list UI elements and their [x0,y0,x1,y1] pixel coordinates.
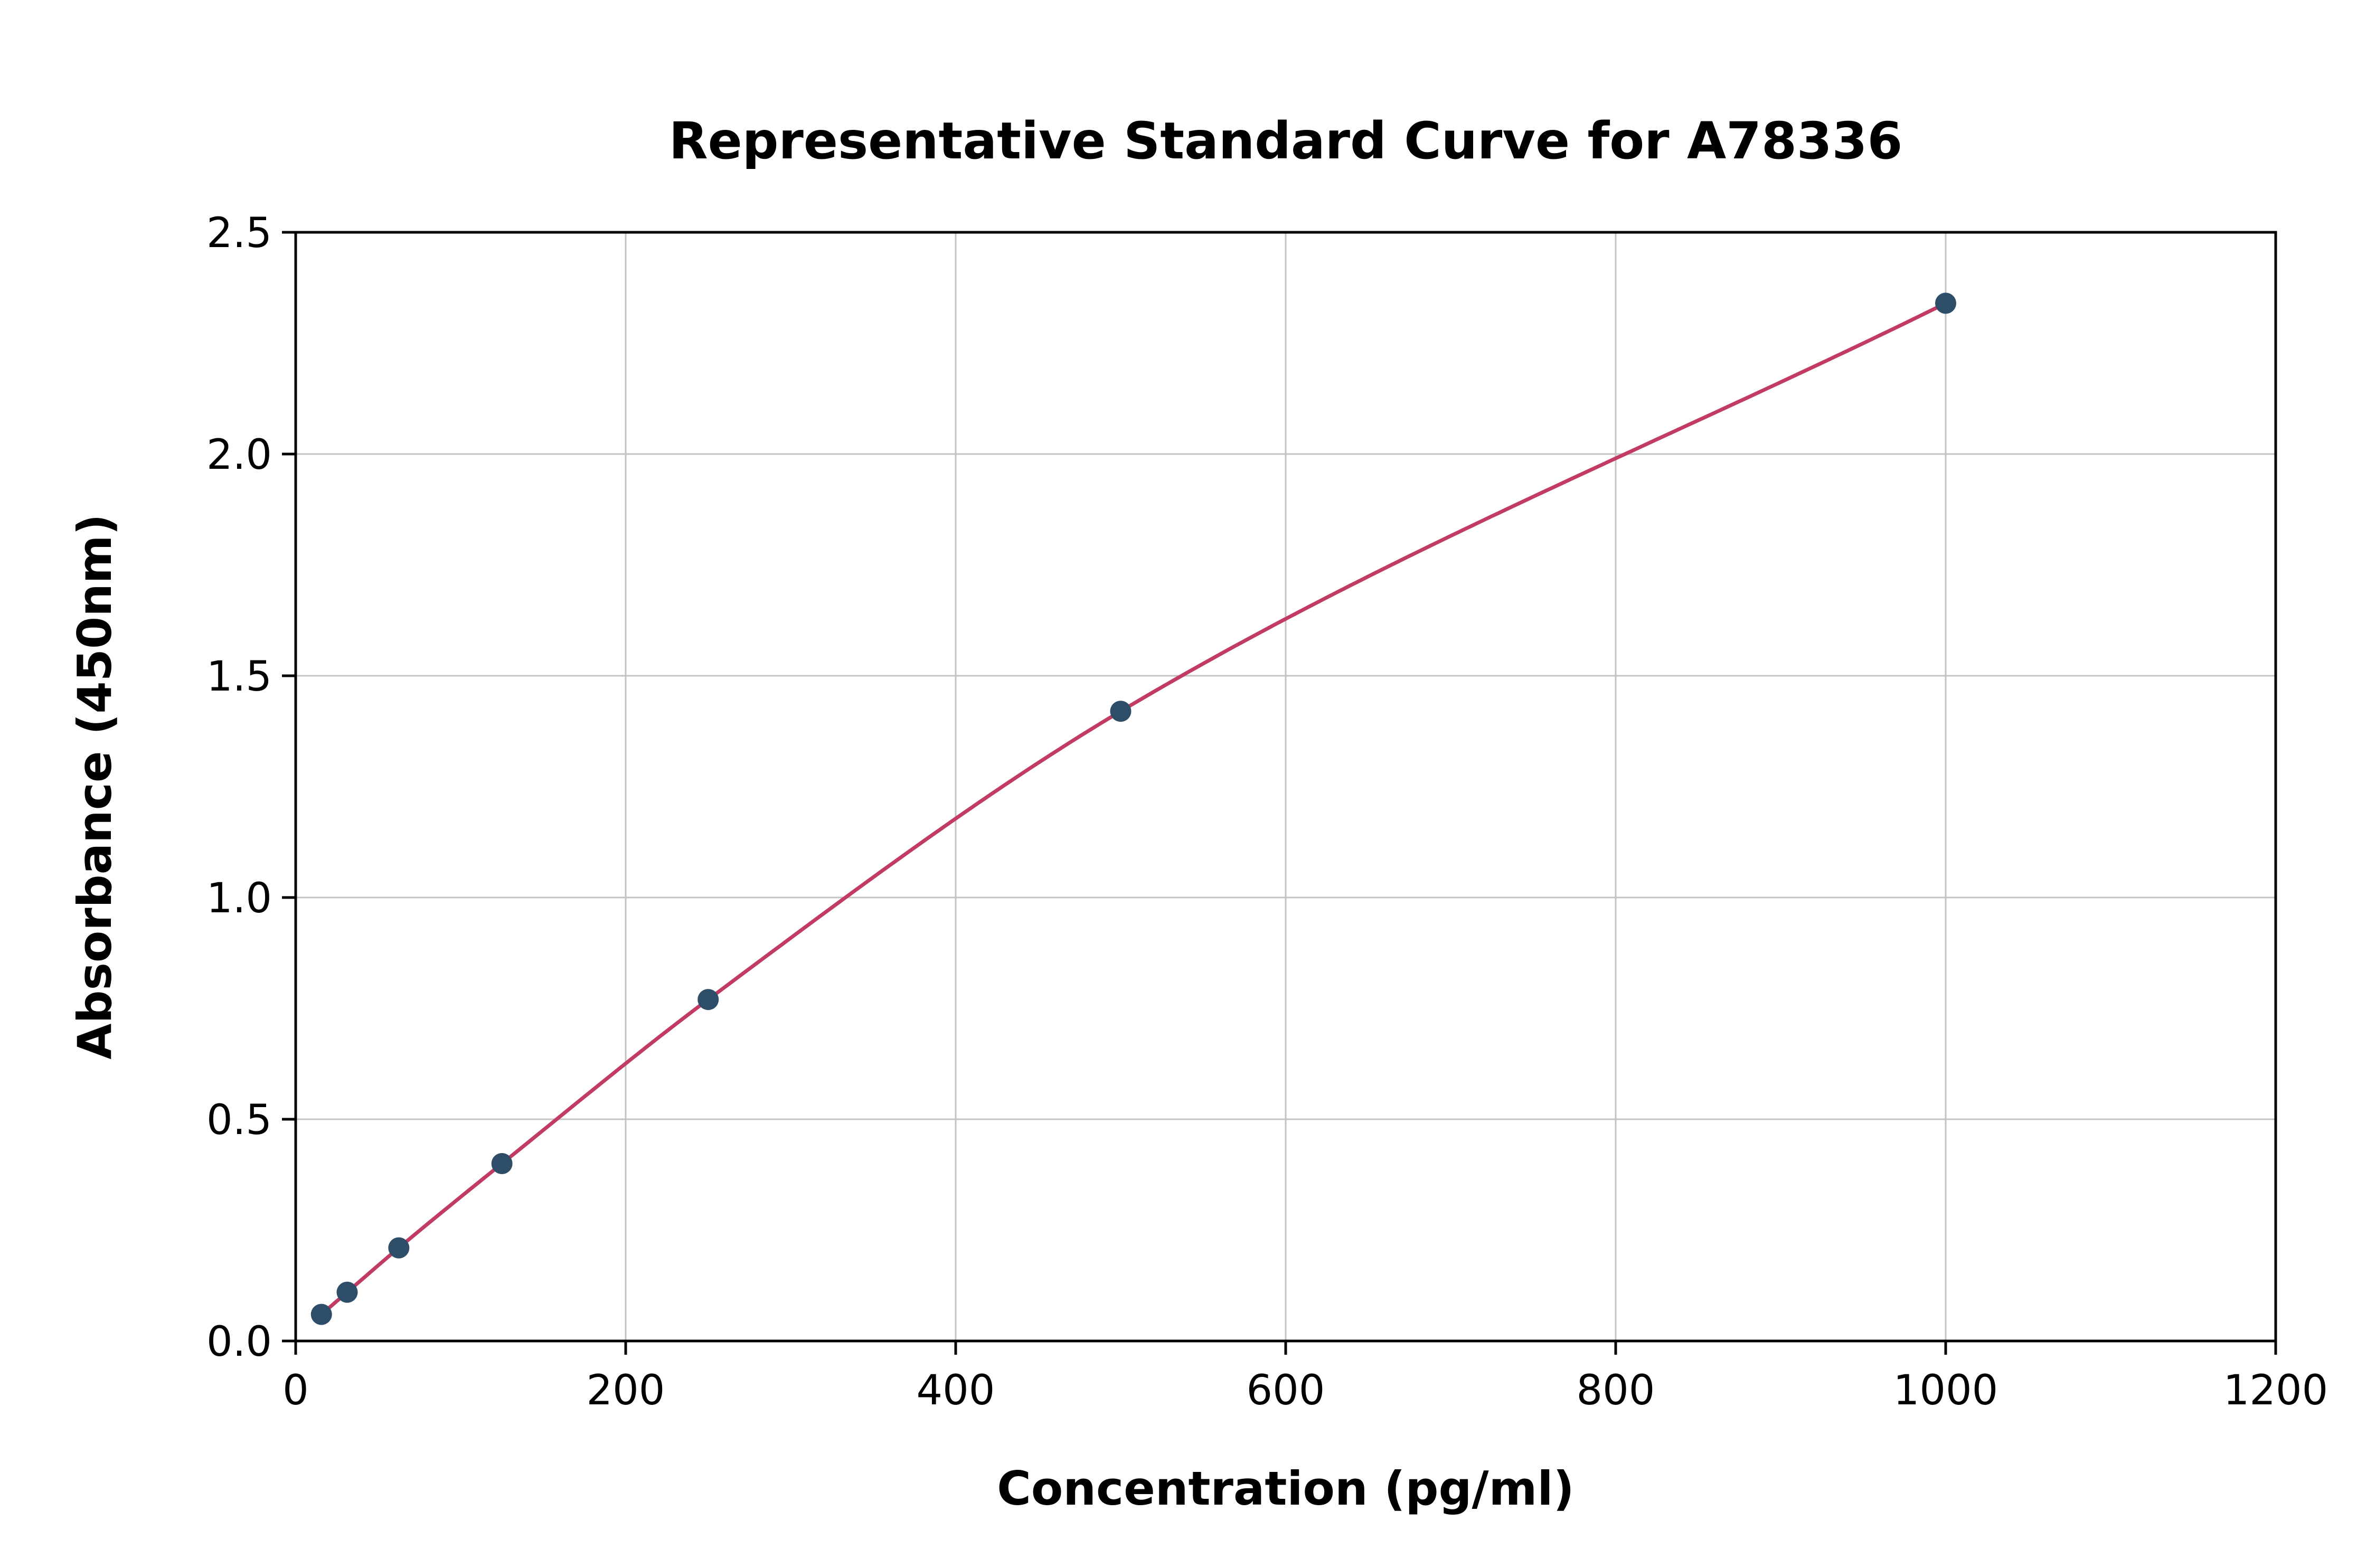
x-tick-label: 800 [1577,1367,1655,1414]
grid-lines [295,231,2277,1342]
axes [282,231,2277,1355]
x-tick-label: 400 [917,1367,995,1414]
x-tick-label: 1200 [2223,1367,2328,1414]
x-tick-label: 200 [587,1367,665,1414]
x-tick-label: 600 [1247,1367,1325,1414]
data-points [310,292,1956,1325]
y-tick-label: 2.0 [206,431,272,479]
data-point [491,1153,513,1174]
x-tick-labels: 0 200 400 600 800 1000 1200 [282,1367,2328,1414]
chart-title: Representative Standard Curve for A78336 [669,111,1903,171]
data-point [310,1303,332,1325]
y-tick-label: 1.0 [206,875,272,922]
data-point [388,1237,410,1259]
fit-curve [319,301,1948,1317]
data-point [697,989,719,1010]
x-axis-label: Concentration (pg/ml) [997,1461,1574,1516]
y-axis-label: Absorbance (450nm) [68,514,122,1059]
data-point [336,1281,358,1303]
y-tick-label: 2.5 [206,210,272,257]
data-point [1935,292,1956,314]
y-tick-labels: 0.0 0.5 1.0 1.5 2.0 2.5 [206,210,272,1366]
x-tick-label: 1000 [1893,1367,1998,1414]
y-tick-label: 0.0 [206,1318,272,1366]
y-tick-label: 0.5 [206,1097,272,1144]
x-tick-label: 0 [282,1367,309,1414]
data-point [1110,701,1132,722]
y-tick-label: 1.5 [206,653,272,701]
